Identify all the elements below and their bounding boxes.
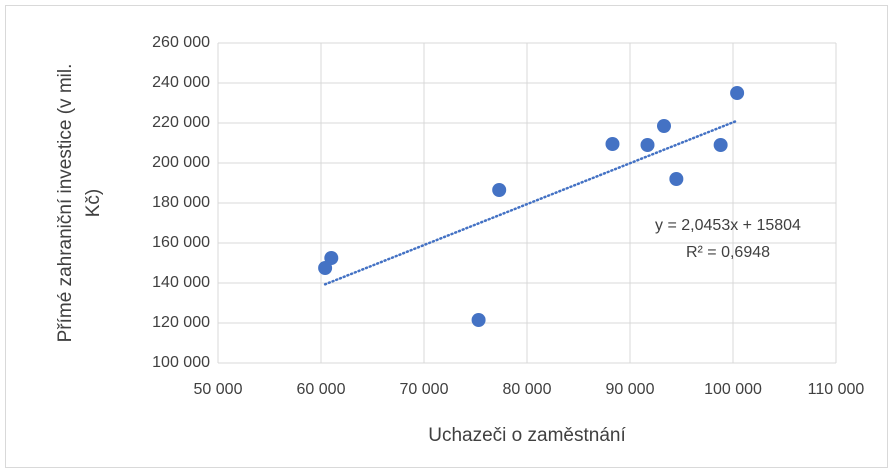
data-point <box>492 183 507 197</box>
data-point <box>471 313 486 327</box>
data-point <box>713 138 728 152</box>
y-tick-label: 120 000 <box>152 314 210 331</box>
y-axis-title-line: Kč) <box>83 189 104 218</box>
x-tick-label: 70 000 <box>400 381 449 398</box>
data-point <box>605 137 620 151</box>
data-point <box>730 86 745 100</box>
y-tick-label: 240 000 <box>152 74 210 91</box>
data-point <box>318 261 333 275</box>
x-axis-title: Uchazeči o zaměstnání <box>428 425 626 446</box>
x-tick-label: 60 000 <box>297 381 346 398</box>
x-tick-label: 90 000 <box>606 381 655 398</box>
trendline <box>323 119 739 286</box>
data-point <box>669 172 684 186</box>
x-tick-label: 110 000 <box>808 381 865 398</box>
data-point <box>640 138 655 152</box>
y-tick-label: 180 000 <box>152 194 210 211</box>
y-tick-label: 220 000 <box>152 114 210 131</box>
x-tick-label: 100 000 <box>704 381 762 398</box>
x-tick-label: 50 000 <box>194 381 243 398</box>
y-tick-label: 260 000 <box>152 34 210 51</box>
trend-equation: y = 2,0453x + 15804 <box>655 217 801 234</box>
y-tick-label: 140 000 <box>152 274 210 291</box>
y-tick-label: 160 000 <box>152 234 210 251</box>
trend-r-squared: R² = 0,6948 <box>686 244 770 261</box>
y-axis-title: Přímé zahraniční investice (v mil. Kč) <box>55 64 104 343</box>
y-tick-label: 200 000 <box>152 154 210 171</box>
data-point <box>656 119 671 133</box>
y-axis-title-line: Přímé zahraniční investice (v mil. <box>55 64 76 343</box>
y-tick-label: 100 000 <box>152 354 210 371</box>
x-tick-label: 80 000 <box>503 381 552 398</box>
data-point <box>324 251 339 265</box>
